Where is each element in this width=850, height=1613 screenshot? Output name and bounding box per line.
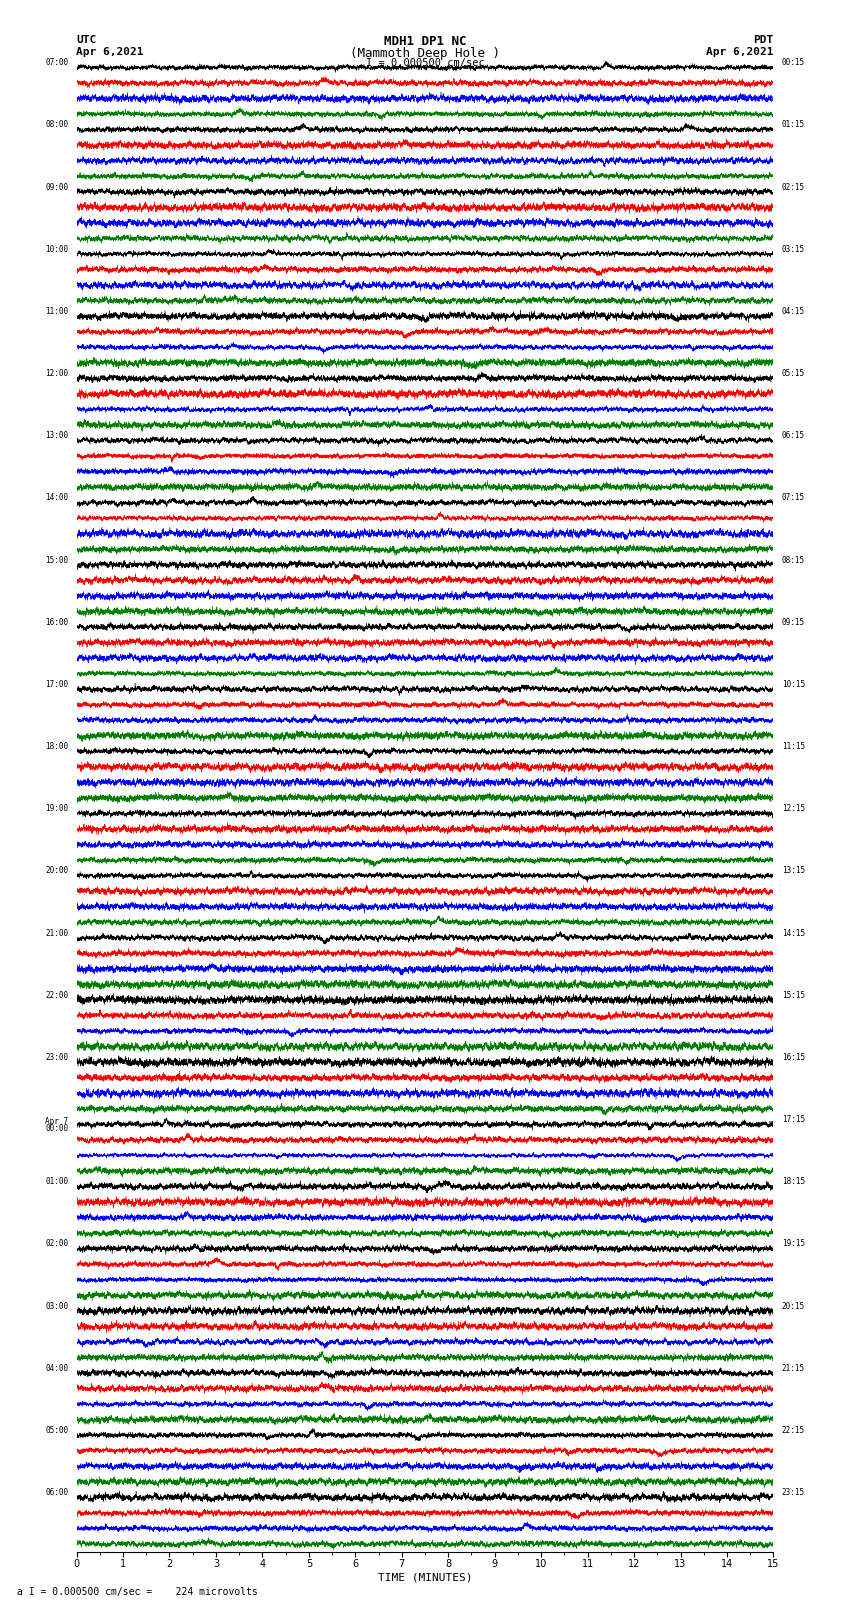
Text: 04:15: 04:15: [782, 306, 805, 316]
Text: 10:00: 10:00: [45, 245, 68, 253]
Text: 00:15: 00:15: [782, 58, 805, 68]
Text: 13:00: 13:00: [45, 431, 68, 440]
Text: 21:00: 21:00: [45, 929, 68, 937]
Text: 06:15: 06:15: [782, 431, 805, 440]
Text: 14:15: 14:15: [782, 929, 805, 937]
Text: Apr 6,2021: Apr 6,2021: [706, 47, 774, 56]
Text: 20:00: 20:00: [45, 866, 68, 876]
Text: 15:15: 15:15: [782, 990, 805, 1000]
Text: 00:00: 00:00: [45, 1124, 68, 1132]
Text: 19:15: 19:15: [782, 1239, 805, 1248]
Text: 21:15: 21:15: [782, 1365, 805, 1373]
Text: 03:00: 03:00: [45, 1302, 68, 1311]
Text: 18:00: 18:00: [45, 742, 68, 752]
Text: 01:15: 01:15: [782, 121, 805, 129]
Text: 09:15: 09:15: [782, 618, 805, 627]
Text: 23:15: 23:15: [782, 1489, 805, 1497]
Text: 22:00: 22:00: [45, 990, 68, 1000]
Text: 11:15: 11:15: [782, 742, 805, 752]
Text: 05:15: 05:15: [782, 369, 805, 377]
Text: 07:00: 07:00: [45, 58, 68, 68]
Text: Apr 7: Apr 7: [45, 1116, 68, 1126]
Text: 04:00: 04:00: [45, 1365, 68, 1373]
Text: (Mammoth Deep Hole ): (Mammoth Deep Hole ): [350, 47, 500, 60]
Text: 14:00: 14:00: [45, 494, 68, 503]
Text: 23:00: 23:00: [45, 1053, 68, 1061]
Text: PDT: PDT: [753, 35, 774, 45]
Text: 09:00: 09:00: [45, 182, 68, 192]
Text: 05:00: 05:00: [45, 1426, 68, 1436]
Text: 12:15: 12:15: [782, 805, 805, 813]
Text: 07:15: 07:15: [782, 494, 805, 503]
Text: 11:00: 11:00: [45, 306, 68, 316]
Text: I = 0.000500 cm/sec: I = 0.000500 cm/sec: [366, 58, 484, 68]
Text: 18:15: 18:15: [782, 1177, 805, 1186]
Text: Apr 6,2021: Apr 6,2021: [76, 47, 144, 56]
Text: 10:15: 10:15: [782, 681, 805, 689]
Text: 02:15: 02:15: [782, 182, 805, 192]
Text: 03:15: 03:15: [782, 245, 805, 253]
Text: 06:00: 06:00: [45, 1489, 68, 1497]
Text: 16:00: 16:00: [45, 618, 68, 627]
Text: 13:15: 13:15: [782, 866, 805, 876]
Text: 19:00: 19:00: [45, 805, 68, 813]
Text: 22:15: 22:15: [782, 1426, 805, 1436]
Text: 08:15: 08:15: [782, 555, 805, 565]
Text: 08:00: 08:00: [45, 121, 68, 129]
Text: 17:15: 17:15: [782, 1115, 805, 1124]
Text: 15:00: 15:00: [45, 555, 68, 565]
Text: 01:00: 01:00: [45, 1177, 68, 1186]
Text: a I = 0.000500 cm/sec =    224 microvolts: a I = 0.000500 cm/sec = 224 microvolts: [17, 1587, 258, 1597]
X-axis label: TIME (MINUTES): TIME (MINUTES): [377, 1573, 473, 1582]
Text: 12:00: 12:00: [45, 369, 68, 377]
Text: 20:15: 20:15: [782, 1302, 805, 1311]
Text: 02:00: 02:00: [45, 1239, 68, 1248]
Text: 17:00: 17:00: [45, 681, 68, 689]
Text: MDH1 DP1 NC: MDH1 DP1 NC: [383, 35, 467, 48]
Text: 16:15: 16:15: [782, 1053, 805, 1061]
Text: UTC: UTC: [76, 35, 97, 45]
